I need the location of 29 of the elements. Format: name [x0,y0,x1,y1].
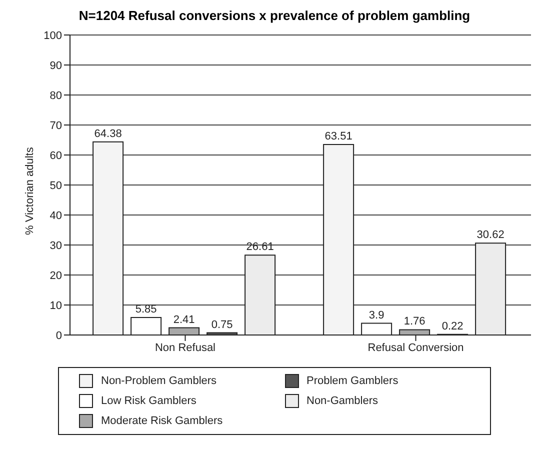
y-axis-title: % Victorian adults [24,146,36,235]
data-label: 2.41 [173,314,195,326]
y-tick-label: 30 [50,240,62,252]
legend-label: Low Risk Gamblers [101,395,196,407]
legend-label: Problem Gamblers [306,375,398,387]
data-label: 30.62 [476,229,504,242]
data-label: 5.85 [135,303,157,316]
y-tick-label: 80 [50,90,62,102]
y-tick-label: 50 [50,180,62,192]
data-label: 1.76 [404,316,426,328]
y-tick-label: 70 [50,120,62,132]
data-label: 3.9 [368,309,384,322]
y-tick-label: 100 [44,30,62,42]
x-tick-label: Non Refusal [154,342,216,354]
y-tick-label: 60 [50,150,62,162]
legend-label: Non-Gamblers [306,395,378,407]
y-tick-label: 40 [50,210,62,222]
data-label: 0.22 [442,320,464,332]
legend-label: Non-Problem Gamblers [101,375,217,387]
data-label: 0.75 [211,318,233,331]
chart-title: N=1204 Refusal conversions x prevalence of problem gambling [78,8,472,23]
data-label: 64.38 [94,128,122,140]
y-tick-label: 20 [50,270,62,282]
legend-label: Moderate Risk Gamblers [101,415,223,427]
x-tick-label: Refusal Conversion [368,342,464,354]
y-tick-label: 0 [56,330,62,342]
data-label: 63.51 [324,130,352,142]
y-tick-label: 90 [50,60,62,72]
y-tick-label: 10 [50,300,62,312]
